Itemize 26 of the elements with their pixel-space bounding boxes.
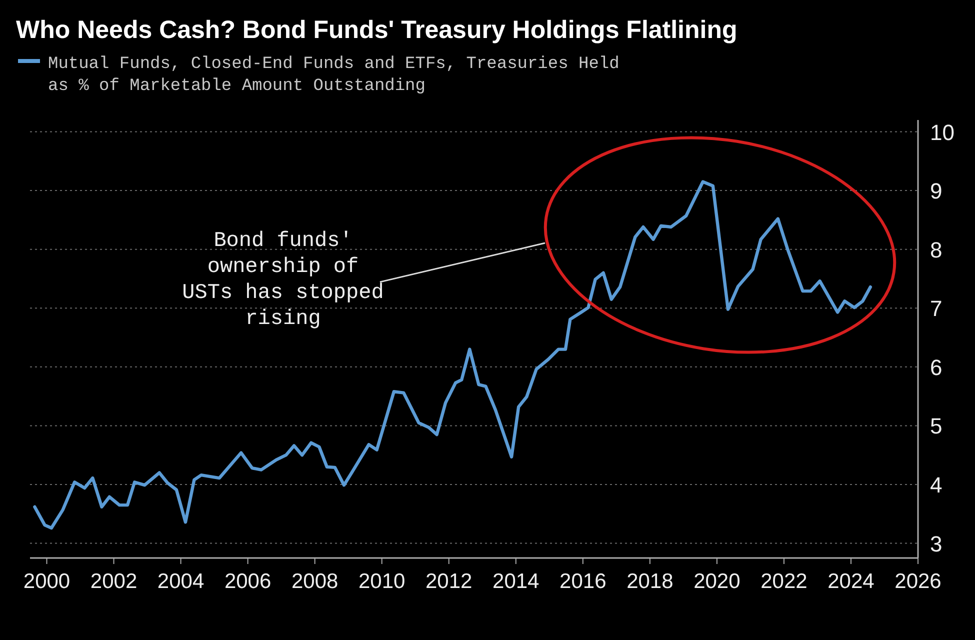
x-tick-label: 2012 [426,570,472,593]
x-tick-label: 2006 [224,570,272,593]
x-tick-label: 2010 [358,570,406,593]
y-tick-label: 9 [930,178,942,204]
x-tick-label: 2018 [626,570,674,593]
legend-label: Mutual Funds, Closed-End Funds and ETFs, Treasuries Held as % of Marketable Amount Outstanding [48,55,620,96]
x-tick-label: 2002 [90,570,138,593]
x-tick-label: 2026 [894,570,942,593]
x-tick-label: 2008 [291,570,338,593]
x-tick-label: 2000 [23,570,70,593]
x-tick-label: 2022 [760,570,808,593]
x-tick-label: 2014 [492,570,540,593]
y-tick-label: 10 [930,120,954,145]
x-tick-label: 2016 [560,570,606,593]
line-series [33,180,872,530]
y-tick-label: 4 [930,472,942,498]
y-tick-label: 6 [930,354,942,380]
y-tick-label: 5 [930,414,942,439]
y-tick-label: 8 [930,237,942,262]
x-tick-label: 2020 [694,570,740,593]
x-tick-label: 2004 [157,570,204,593]
x-tick-label: 2024 [828,570,875,593]
y-tick-label: 3 [930,531,942,556]
chart-title: Who Needs Cash? Bond Funds' Treasury Holdings Flatlining [16,16,738,44]
y-tick-label: 7 [930,296,942,322]
annotation: Bond funds' ownership of USTs has stopped rising [182,230,384,331]
